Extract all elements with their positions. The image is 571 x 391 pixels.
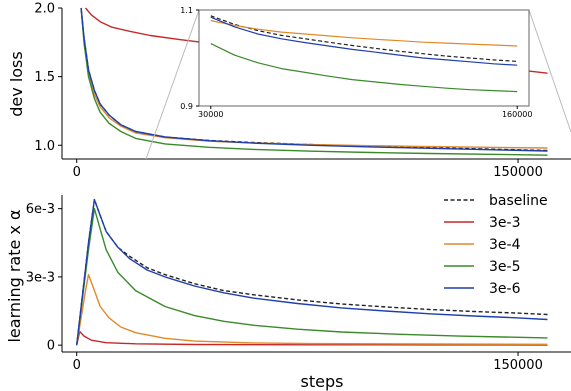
inset-x-tick-label: 30000 — [198, 110, 223, 119]
legend-label-3e-3: 3e-3 — [489, 215, 520, 231]
top-x-tick-label: 0 — [73, 165, 81, 180]
bottom-line-3e-4 — [76, 273, 548, 346]
bottom-x-tick-label: 150000 — [493, 358, 543, 373]
bottom-x-tick-label: 0 — [73, 358, 81, 373]
legend-label-3e-5: 3e-5 — [489, 259, 520, 275]
legend-label-3e-4: 3e-4 — [489, 237, 521, 253]
inset-y-tick-label: 1.1 — [180, 6, 193, 15]
bottom-y-tick-label: 6e-3 — [26, 202, 55, 217]
inset-panel: 30000 160000 0.9 1.1 — [145, 6, 571, 160]
inset-line-3e-4 — [210, 20, 518, 47]
top-y-tick-label: 1.0 — [34, 139, 55, 154]
inset-line-3e-6 — [210, 16, 518, 66]
zoom-connector-left — [145, 9, 200, 160]
top-ticks: 0 150000 1.0 1.5 2.0 — [34, 2, 543, 181]
bottom-line-3e-5 — [76, 207, 548, 346]
bottom-x-axis-label: steps — [301, 372, 344, 391]
legend: baseline 3e-3 3e-4 3e-5 3e-6 — [444, 193, 548, 297]
top-y-axis-label: dev loss — [7, 51, 26, 116]
bottom-line-3e-3 — [76, 330, 548, 346]
bottom-line-baseline — [76, 198, 548, 346]
inset-frame — [198, 9, 530, 107]
top-line-3e-5 — [80, 7, 548, 156]
inset-x-tick-label: 160000 — [502, 110, 533, 119]
inset-ticks: 30000 160000 0.9 1.1 — [180, 6, 532, 119]
top-panel: 0 150000 1.0 1.5 2.0 dev loss — [7, 2, 571, 181]
inset-line-baseline — [210, 15, 518, 62]
bottom-line-3e-6 — [76, 198, 548, 346]
legend-label-3e-6: 3e-6 — [489, 281, 521, 297]
bottom-ticks: 0 150000 0 3e-3 6e-3 — [26, 202, 543, 373]
bottom-series-lines — [76, 198, 548, 346]
bottom-y-tick-label: 0 — [47, 339, 55, 354]
inset-line-3e-5 — [210, 43, 518, 93]
bottom-y-tick-label: 3e-3 — [26, 270, 55, 285]
top-x-tick-label: 150000 — [493, 165, 543, 180]
top-series-lines — [80, 7, 548, 156]
inset-y-tick-label: 0.9 — [180, 102, 193, 111]
zoom-connector-right — [528, 9, 571, 133]
legend-label-baseline: baseline — [489, 193, 548, 209]
top-y-tick-label: 2.0 — [34, 2, 55, 17]
bottom-y-axis-label: learning rate x α — [5, 209, 24, 342]
bottom-panel: 0 150000 0 3e-3 6e-3 learning rate x α steps… — [5, 193, 571, 391]
inset-background — [199, 10, 529, 106]
inset-series-lines — [210, 15, 518, 93]
top-y-tick-label: 1.5 — [34, 70, 55, 85]
top-line-3e-6 — [80, 7, 548, 152]
top-line-3e-4 — [80, 7, 548, 149]
